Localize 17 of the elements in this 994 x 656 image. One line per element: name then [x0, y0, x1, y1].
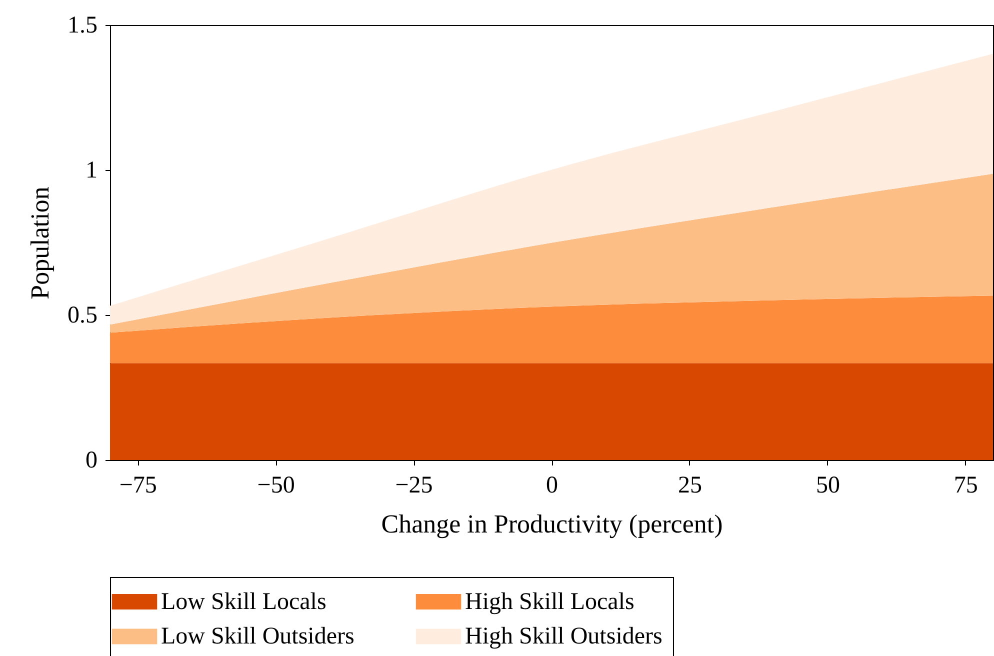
legend-label: Low Skill Locals [161, 588, 326, 615]
x-tick-label: −50 [257, 472, 295, 498]
legend-label: High Skill Locals [465, 588, 634, 615]
y-tick-label: 1.5 [68, 12, 98, 38]
x-tick-label: 25 [678, 472, 702, 498]
y-tick-label: 0 [86, 448, 98, 474]
x-tick-label: −25 [395, 472, 433, 498]
x-tick-label: −75 [119, 472, 157, 498]
x-axis-title: Change in Productivity (percent) [381, 510, 723, 538]
legend-label: High Skill Outsiders [465, 624, 662, 650]
x-tick-label: 0 [546, 472, 558, 498]
legend-label: Low Skill Outsiders [161, 624, 354, 650]
y-tick-label: 1 [86, 158, 98, 184]
x-tick-label: 50 [816, 472, 840, 498]
y-tick-label: 0.5 [68, 302, 98, 328]
x-tick-label: 75 [954, 472, 978, 498]
y-axis-title: Population [26, 186, 54, 300]
